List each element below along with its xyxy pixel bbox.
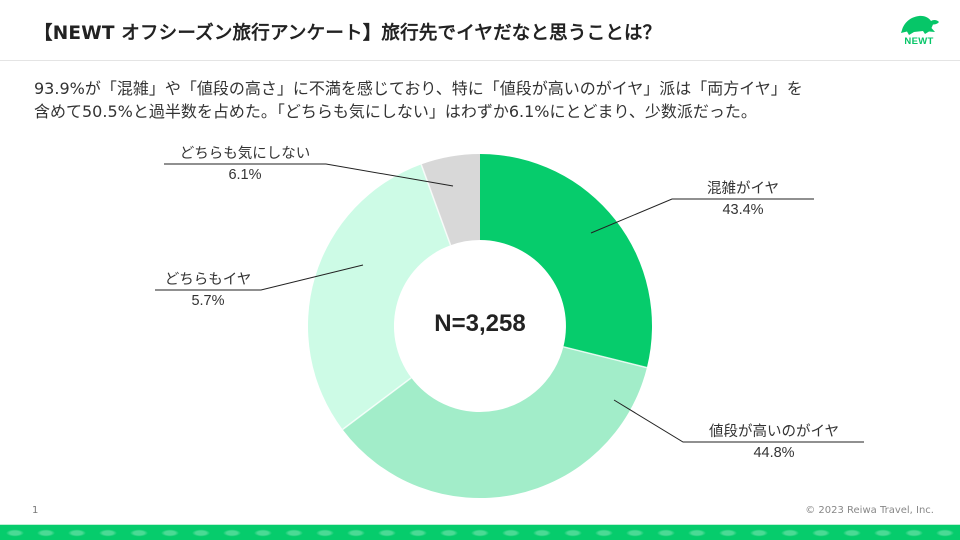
leader-line-crowd [590,198,814,234]
turtle-icon [901,15,939,35]
callout-crowd: 混雑がイヤ 43.4% [672,180,814,219]
leader-line-both [155,264,364,291]
summary-line-1: 93.9%が「混雑」や「値段の高さ」に不満を感じており、特に「値段が高いのがイヤ… [34,79,803,98]
summary-text: 93.9%が「混雑」や「値段の高さ」に不満を感じており、特に「値段が高いのがイヤ… [34,77,934,123]
newt-logo: NEWT [898,13,940,49]
summary-line-2: 含めて50.5%と過半数を占めた。「どちらも気にしない」はわずか6.1%にとどま… [34,102,757,121]
callout-label: どちらも気にしない [179,146,311,162]
header-divider [0,60,960,61]
slide-title: 【NEWT オフシーズン旅行アンケート】旅行先でイヤだなと思うことは？ [34,23,662,44]
callout-price: 値段が高いのがイヤ 44.8% [684,423,864,462]
logo-wordmark: NEWT [904,36,934,47]
copyright: © 2023 Reiwa Travel, Inc. [805,505,934,516]
leader-line-price [613,399,864,443]
callout-value: 43.4% [722,202,764,218]
slice-price [342,346,647,499]
callout-label: 混雑がイヤ [706,181,780,197]
slide-header: 【NEWT オフシーズン旅行アンケート】旅行先でイヤだなと思うことは？ NEWT [0,0,960,60]
callout-label: どちらもイヤ [164,272,252,288]
footer-pattern [0,529,960,537]
callout-value: 44.8% [753,445,795,461]
callout-neither: どちらも気にしない 6.1% [164,145,326,184]
slice-neither [421,154,480,246]
leader-line-neither [164,163,454,187]
slice-crowd [480,154,653,368]
page-number: 1 [32,505,39,516]
callout-value: 5.7% [191,293,225,309]
callout-label: 値段が高いのがイヤ [708,424,840,440]
callout-value: 6.1% [228,167,262,183]
sample-size-label: N=3,258 [434,310,526,337]
slice-both [308,164,451,430]
footer-bar [0,524,960,540]
callout-both: どちらもイヤ 5.7% [155,271,261,310]
